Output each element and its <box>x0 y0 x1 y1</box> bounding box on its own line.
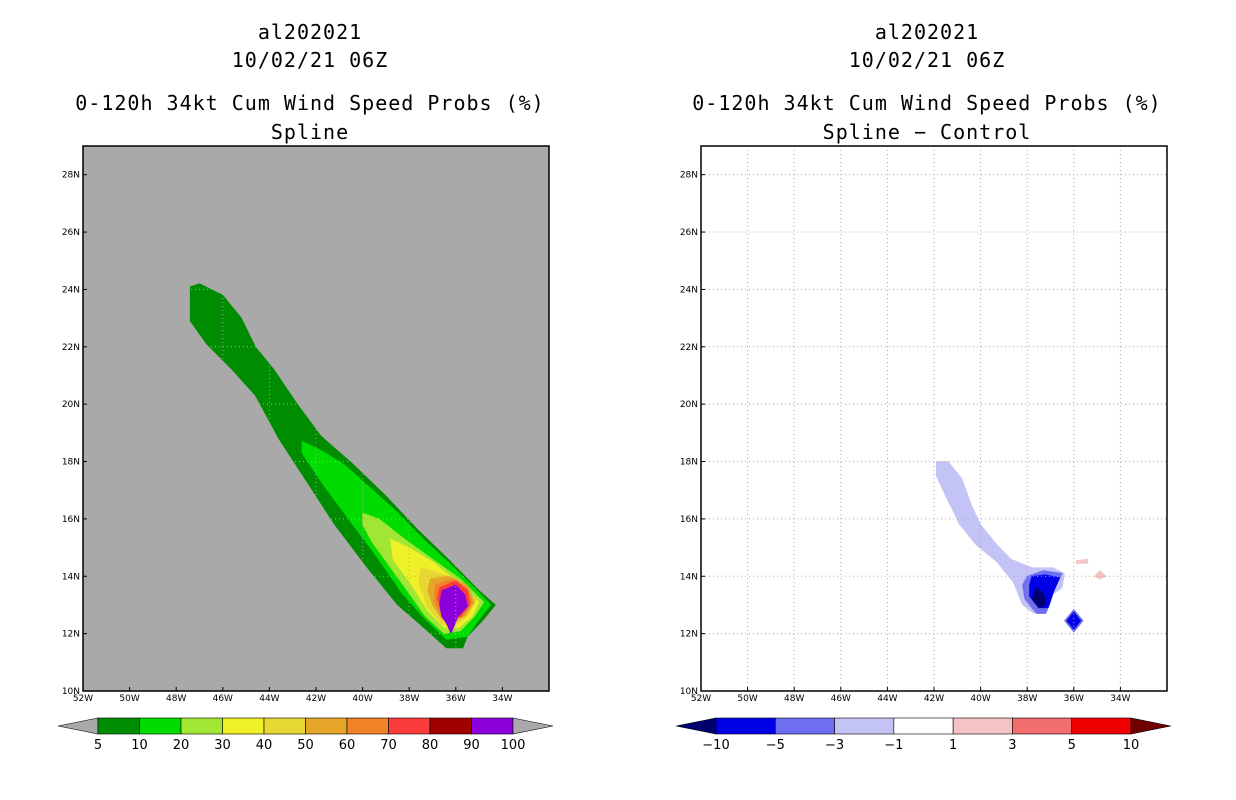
right-x-tick-label: 50W <box>737 694 757 704</box>
left-x-tick-label: 40W <box>352 694 372 704</box>
left-colorbar-swatch <box>180 717 223 735</box>
right-colorbar-swatch <box>774 717 835 735</box>
left-colorbar-label: 40 <box>256 738 273 753</box>
right-contour-1 <box>1075 558 1089 564</box>
left-datetime: 10/02/21 06Z <box>231 48 389 72</box>
right-y-tick-label: 22N <box>680 343 698 353</box>
right-colorbar-label: 5 <box>1068 738 1076 753</box>
left-x-tick-label: 34W <box>492 694 512 704</box>
left-colorbar-label: 100 <box>501 738 526 753</box>
left-colorbar-label: 60 <box>339 738 356 753</box>
spline-probability-map: 52W 50W 48W 46W 44W 42W 40W 38W 36W 34W 10N 12N 14N 1… <box>57 145 554 753</box>
left-y-tick-label: 10N <box>62 687 80 697</box>
right-colorbar-label: 1 <box>949 738 957 753</box>
left-colorbar-label: 50 <box>297 738 314 753</box>
left-contour-90 <box>439 584 468 634</box>
left-colorbar-label: 80 <box>422 738 439 753</box>
left-colorbar-swatch <box>429 717 472 735</box>
right-colorbar-swatch <box>834 717 895 735</box>
left-x-tick-label: 50W <box>119 694 139 704</box>
left-y-tick-label: 28N <box>62 171 80 181</box>
right-y-tick-label: 16N <box>680 515 698 525</box>
left-colorbar-swatch <box>471 717 514 735</box>
left-colorbar-extend-high <box>512 717 554 735</box>
left-x-tick-label: 44W <box>259 694 279 704</box>
left-colorbar-label: 30 <box>214 738 231 753</box>
right-x-tick-label: 34W <box>1110 694 1130 704</box>
right-x-tick-label: 38W <box>1017 694 1037 704</box>
right-colorbar-extend-low <box>675 717 717 735</box>
right-x-tick-label: 46W <box>831 694 851 704</box>
right-colorbar-swatch <box>1012 717 1073 735</box>
left-y-tick-label: 18N <box>62 458 80 468</box>
left-colorbar-extend-low <box>57 717 99 735</box>
right-colorbar-label: −3 <box>825 738 844 753</box>
right-contour-neg5 <box>1066 611 1082 630</box>
left-x-tick-label: 46W <box>213 694 233 704</box>
right-contour-1 <box>1094 570 1107 580</box>
right-x-tick-label: 48W <box>784 694 804 704</box>
left-colorbar-label: 5 <box>94 738 102 753</box>
left-y-tick-label: 12N <box>62 630 80 640</box>
right-contour-neg10 <box>1031 587 1047 609</box>
left-x-tick-label: 48W <box>166 694 186 704</box>
left-colorbar-label: 20 <box>173 738 190 753</box>
right-x-tick-label: 36W <box>1064 694 1084 704</box>
right-colorbar-label: −5 <box>766 738 785 753</box>
right-y-tick-label: 10N <box>680 687 698 697</box>
left-y-tick-label: 26N <box>62 228 80 238</box>
right-product-title: 0-120h 34kt Cum Wind Speed Probs (%) <box>692 91 1162 115</box>
left-subtitle: Spline <box>270 120 350 144</box>
right-y-tick-label: 28N <box>680 171 698 181</box>
right-y-tick-label: 12N <box>680 630 698 640</box>
left-colorbar-swatch <box>346 717 389 735</box>
right-x-tick-label: 42W <box>924 694 944 704</box>
right-contours <box>935 461 1107 633</box>
left-colorbar-swatch <box>263 717 306 735</box>
left-y-tick-label: 24N <box>62 285 80 295</box>
right-colorbar-swatch <box>715 717 776 735</box>
right-subtitle: Spline − Control <box>822 120 1032 144</box>
difference-map: 52W 50W 48W 46W 44W 42W 40W 38W 36W 34W 10N 12N 14N 1… <box>675 145 1172 753</box>
left-colorbar-swatch <box>305 717 348 735</box>
right-storm-id: al202021 <box>874 20 980 44</box>
left-y-tick-label: 22N <box>62 343 80 353</box>
left-x-tick-label: 42W <box>306 694 326 704</box>
right-colorbar-swatch <box>893 717 954 735</box>
right-datetime: 10/02/21 06Z <box>848 48 1006 72</box>
left-storm-id: al202021 <box>257 20 363 44</box>
left-x-tick-label: 38W <box>399 694 419 704</box>
right-x-tick-label: 52W <box>691 694 711 704</box>
left-y-tick-label: 16N <box>62 515 80 525</box>
right-x-tick-label: 40W <box>970 694 990 704</box>
left-y-tick-label: 14N <box>62 572 80 582</box>
left-colorbar-label: 90 <box>463 738 480 753</box>
left-x-tick-label: 52W <box>73 694 93 704</box>
right-y-tick-label: 24N <box>680 285 698 295</box>
right-y-tick-label: 14N <box>680 572 698 582</box>
right-colorbar-swatch <box>952 717 1013 735</box>
left-contours <box>189 283 496 649</box>
left-colorbar-label: 70 <box>380 738 397 753</box>
left-product-title: 0-120h 34kt Cum Wind Speed Probs (%) <box>75 91 545 115</box>
right-colorbar-label: −10 <box>702 738 729 753</box>
right-colorbar-swatch <box>1071 717 1132 735</box>
right-y-tick-label: 20N <box>680 400 698 410</box>
right-colorbar-extend-high <box>1130 717 1172 735</box>
left-y-tick-label: 20N <box>62 400 80 410</box>
left-colorbar-swatch <box>97 717 140 735</box>
right-y-tick-label: 26N <box>680 228 698 238</box>
right-colorbar-label: 3 <box>1008 738 1016 753</box>
left-colorbar-label: 10 <box>131 738 148 753</box>
left-colorbar-swatch <box>139 717 182 735</box>
right-colorbar-label: −1 <box>884 738 903 753</box>
left-colorbar-swatch <box>222 717 265 735</box>
right-colorbar-label: 10 <box>1123 738 1140 753</box>
right-x-tick-label: 44W <box>877 694 897 704</box>
right-y-tick-label: 18N <box>680 458 698 468</box>
left-colorbar-swatch <box>388 717 431 735</box>
left-x-tick-label: 36W <box>446 694 466 704</box>
